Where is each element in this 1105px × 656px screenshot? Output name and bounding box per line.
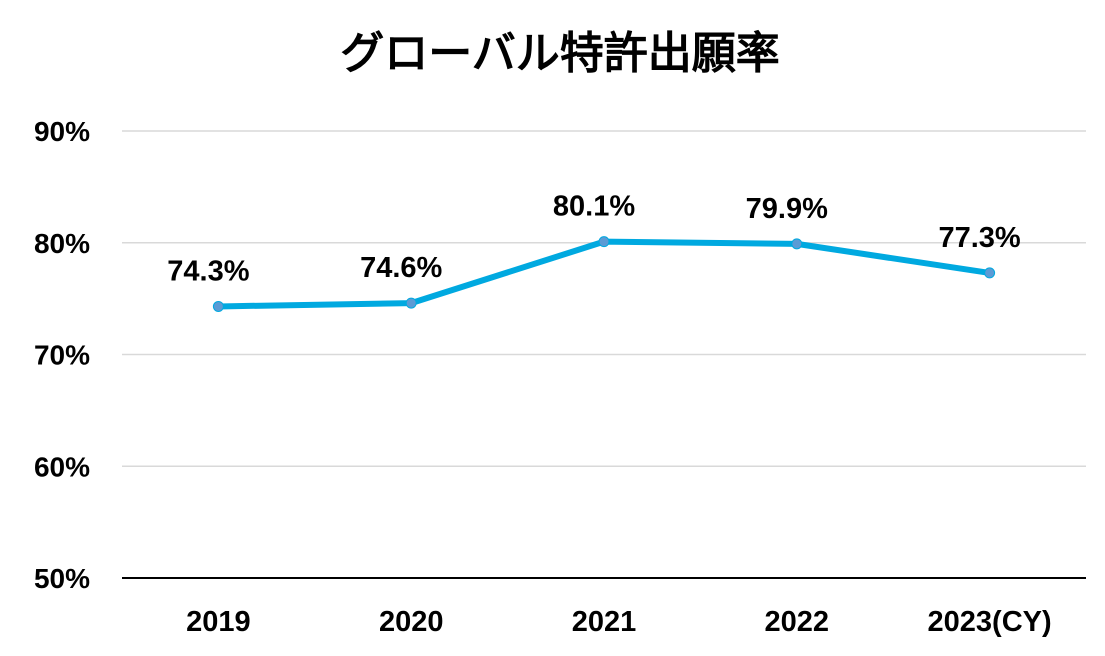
- x-tick-label: 2021: [572, 606, 637, 638]
- data-label: 80.1%: [553, 191, 635, 223]
- data-point: [598, 236, 610, 248]
- x-tick-label: 2023(CY): [928, 606, 1052, 638]
- gridlines: [122, 130, 1086, 467]
- y-axis-ticks: 50% 60% 70% 80% 90%: [34, 116, 90, 594]
- y-tick-label: 80%: [34, 228, 90, 259]
- data-labels: 74.3% 74.6% 80.1% 79.9% 77.3%: [167, 191, 1021, 288]
- data-label: 74.3%: [167, 255, 249, 287]
- data-label: 74.6%: [360, 252, 442, 284]
- data-point: [791, 238, 803, 250]
- y-tick-label: 50%: [34, 563, 90, 594]
- x-tick-label: 2019: [186, 606, 251, 638]
- x-tick-label: 2020: [379, 606, 444, 638]
- data-point: [212, 300, 224, 312]
- y-tick-label: 60%: [34, 451, 90, 482]
- data-point: [405, 297, 417, 309]
- y-tick-label: 70%: [34, 340, 90, 371]
- data-point: [984, 267, 996, 279]
- x-tick-label: 2022: [765, 606, 830, 638]
- x-axis-ticks: 2019 2020 2021 2022 2023(CY): [186, 606, 1052, 638]
- series-line-group: [212, 236, 996, 312]
- data-label: 77.3%: [938, 222, 1020, 254]
- y-tick-label: 90%: [34, 116, 90, 147]
- series-line: [215, 238, 993, 310]
- chart-title: グローバル特許出願率: [340, 28, 780, 79]
- data-label: 79.9%: [746, 193, 828, 225]
